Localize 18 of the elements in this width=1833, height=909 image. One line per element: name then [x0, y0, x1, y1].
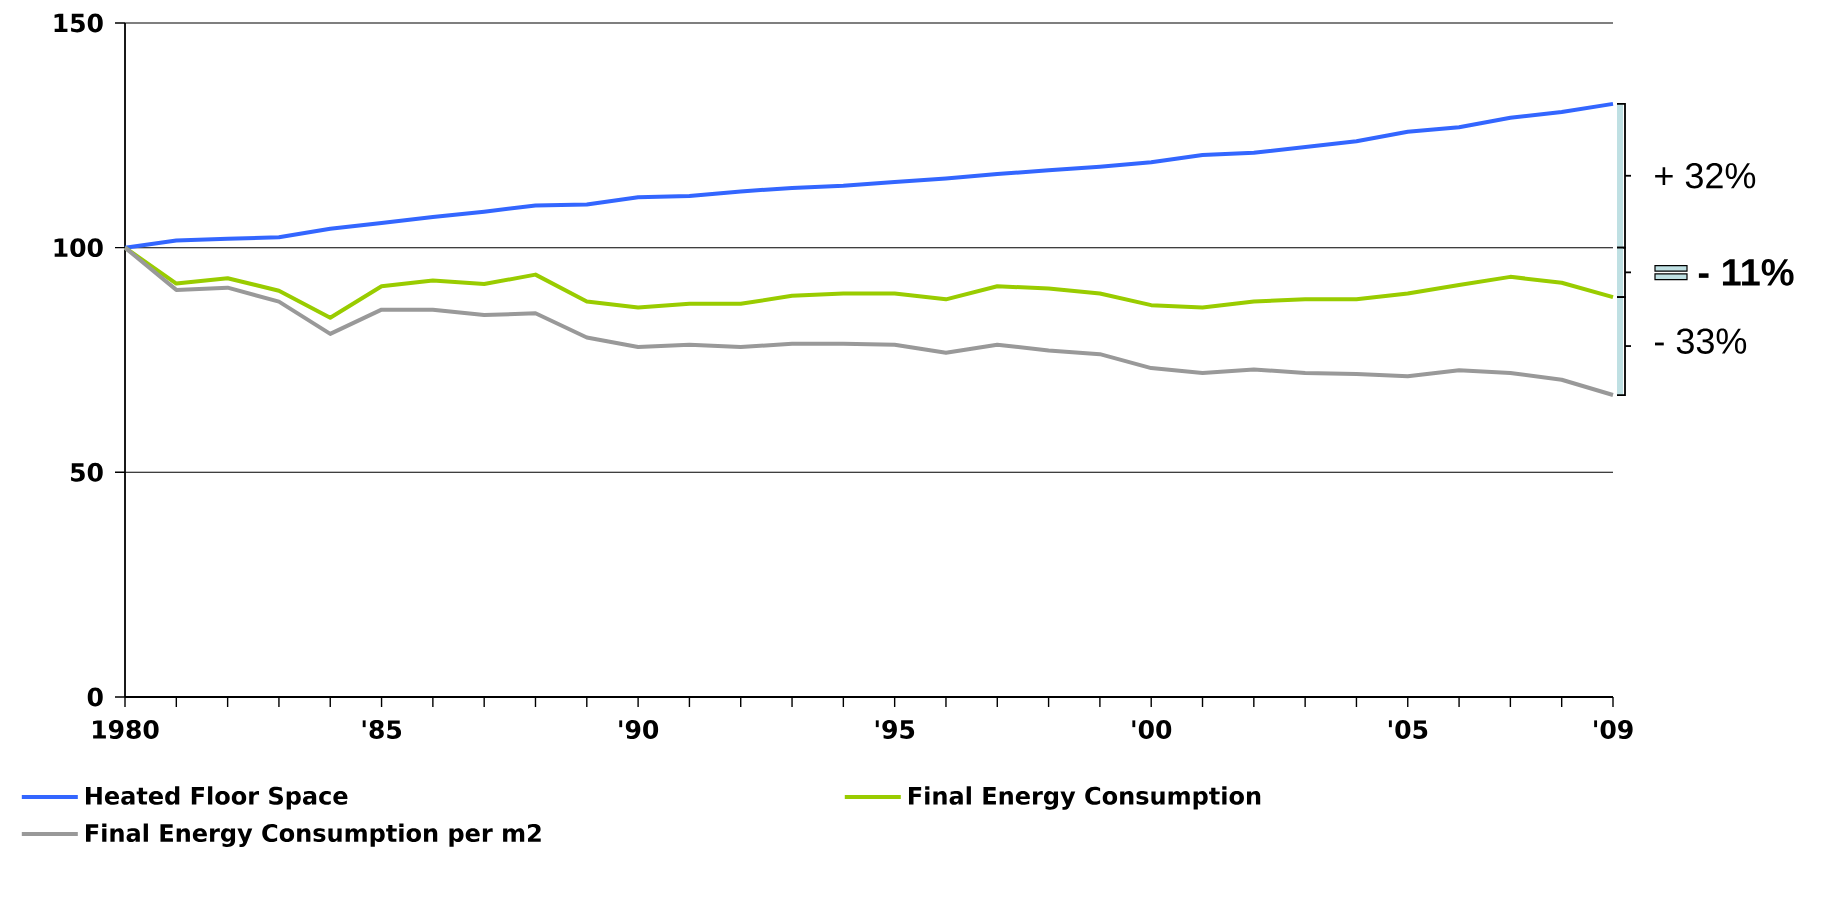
y-tick-label: 150 — [54, 13, 103, 33]
line-series — [123, 245, 1615, 398]
x-tick-label: '00 — [1132, 720, 1172, 739]
text: + 32% — [1655, 163, 1756, 189]
x-tick-label: '95 — [875, 720, 915, 739]
legend-label: Heated Floor Space — [86, 786, 348, 810]
x-tick-label: '90 — [619, 720, 659, 739]
legend-label: Final Energy Consumption per m2 — [86, 823, 541, 847]
text: - 33% — [1655, 328, 1747, 354]
x-tick-label: '09 — [1594, 720, 1633, 739]
x-tick-label: '85 — [362, 720, 402, 739]
y-tick-label: 100 — [54, 238, 103, 258]
y-tick-label: 0 — [87, 687, 103, 707]
text: - 11% — [1698, 258, 1794, 286]
legend-label: Final Energy Consumption — [908, 786, 1261, 810]
x-tick-label: '05 — [1388, 720, 1428, 739]
y-tick-label: 50 — [71, 462, 103, 482]
x-tick-label: 1980 — [93, 720, 159, 739]
